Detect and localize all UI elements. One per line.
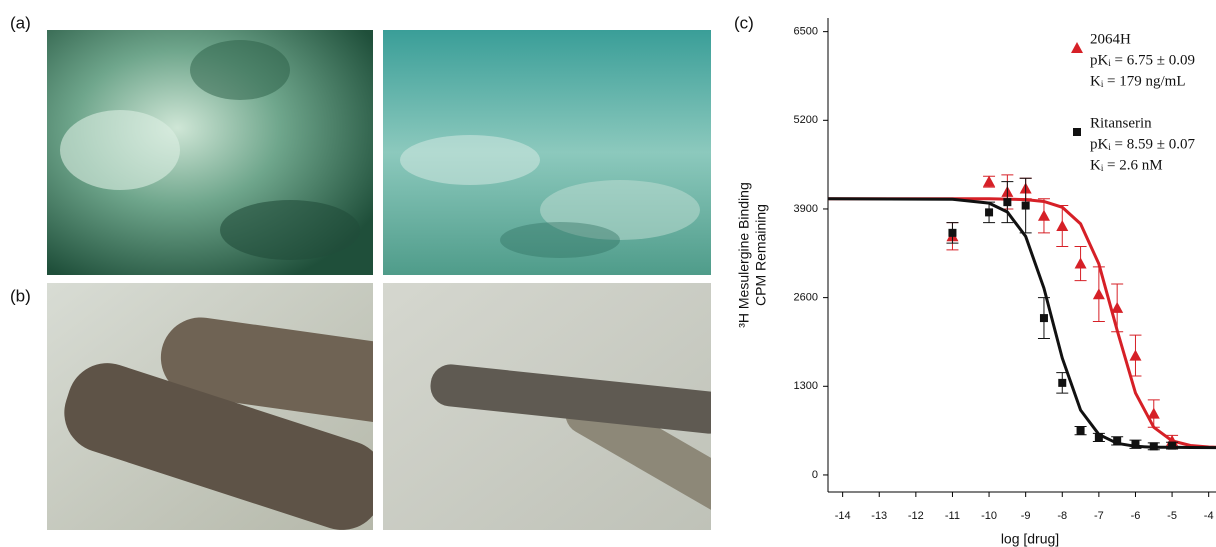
x-tick-label: -7	[1094, 510, 1104, 522]
marker	[1058, 379, 1066, 387]
legend-label: Ritanserin	[1090, 115, 1152, 131]
marker	[1077, 427, 1085, 435]
marker	[1131, 440, 1139, 448]
marker	[1022, 202, 1030, 210]
marker	[1113, 437, 1121, 445]
panel-label: (b)	[10, 286, 31, 305]
fit-curve	[828, 199, 1216, 448]
panel-label: (a)	[10, 13, 31, 32]
y-tick-label: 2600	[794, 292, 818, 304]
annotation: pKᵢ = 8.59 ± 0.07	[1090, 136, 1195, 152]
marker	[1111, 302, 1123, 313]
x-tick-label: -10	[981, 510, 997, 522]
y-axis-title: CPM Remaining	[753, 204, 769, 306]
y-axis-title: ³H Mesulergine Binding	[736, 182, 752, 328]
x-tick-label: -13	[871, 510, 887, 522]
marker	[1095, 433, 1103, 441]
marker	[1129, 350, 1141, 361]
marker	[1148, 408, 1160, 419]
annotation: Kᵢ = 2.6 nM	[1090, 157, 1163, 173]
x-tick-label: -9	[1021, 510, 1031, 522]
annotation: Kᵢ = 179 ng/mL	[1090, 73, 1186, 89]
marker	[1168, 442, 1176, 450]
legend-marker	[1073, 128, 1081, 136]
marker	[1003, 198, 1011, 206]
marker	[1093, 288, 1105, 299]
annotation: pKᵢ = 6.75 ± 0.09	[1090, 52, 1195, 68]
y-tick-label: 3900	[794, 203, 818, 215]
y-tick-label: 1300	[794, 380, 818, 392]
page: (a) (b) (c) log [drug] ³H Mesulergine Bi…	[0, 0, 1216, 547]
marker	[948, 229, 956, 237]
marker	[1056, 220, 1068, 231]
x-tick-label: -5	[1167, 510, 1177, 522]
x-axis-title: log [drug]	[1001, 531, 1059, 547]
panel-label: (c)	[734, 13, 754, 32]
marker	[983, 176, 995, 187]
photo	[383, 283, 754, 530]
y-tick-label: 5200	[794, 114, 818, 126]
marker	[1075, 258, 1087, 269]
x-tick-label: -11	[945, 510, 960, 522]
x-tick-label: -12	[908, 510, 924, 522]
figure: (a) (b) (c) log [drug] ³H Mesulergine Bi…	[0, 0, 1216, 547]
y-tick-label: 0	[812, 469, 818, 481]
marker	[985, 208, 993, 216]
legend-marker	[1071, 42, 1083, 53]
photo	[47, 30, 373, 275]
x-tick-label: -8	[1057, 510, 1067, 522]
fit-curve	[828, 199, 1216, 448]
marker	[1038, 210, 1050, 221]
photo	[47, 283, 424, 540]
legend-label: 2064H	[1090, 31, 1131, 47]
marker	[1040, 314, 1048, 322]
photo	[383, 30, 711, 275]
y-tick-label: 6500	[794, 26, 818, 38]
x-tick-label: -14	[835, 510, 851, 522]
x-tick-label: -4	[1204, 510, 1214, 522]
x-tick-label: -6	[1131, 510, 1141, 522]
chart: log [drug] ³H Mesulergine Binding CPM Re…	[736, 18, 1216, 547]
marker	[1150, 442, 1158, 450]
